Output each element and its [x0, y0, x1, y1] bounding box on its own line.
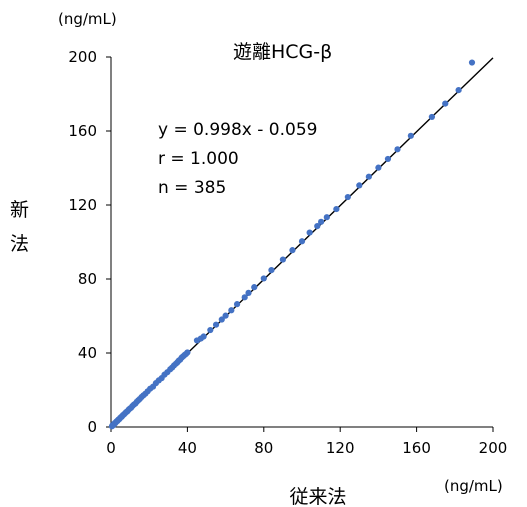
y-axis-unit: (ng/mL): [58, 10, 117, 28]
data-point: [268, 267, 275, 274]
data-point: [200, 333, 207, 340]
data-point: [228, 307, 235, 314]
data-point: [468, 59, 476, 66]
data-point: [323, 214, 330, 221]
x-tick-labels: 0 40 80 120 160 200: [106, 439, 507, 457]
data-point: [314, 222, 321, 230]
data-point: [207, 326, 214, 334]
data-point: [344, 193, 351, 201]
data-point: [455, 87, 462, 94]
data-point: [365, 173, 372, 180]
correlation-coefficient: r = 1.000: [158, 149, 239, 169]
x-tick-label: 120: [326, 439, 355, 457]
x-axis-label: 従来法: [289, 486, 346, 507]
x-tick-label: 80: [254, 439, 273, 457]
data-point: [212, 321, 220, 328]
data-point: [384, 155, 392, 163]
data-point: [279, 256, 286, 263]
y-tick-label: 200: [68, 48, 97, 66]
x-tick-label: 160: [402, 439, 431, 457]
data-point: [375, 164, 382, 171]
data-point: [218, 316, 225, 323]
data-point: [241, 294, 248, 301]
x-axis-unit: (ng/mL): [444, 477, 503, 495]
chart-title: 遊離HCG-β: [233, 41, 332, 63]
data-point: [184, 349, 191, 356]
data-point: [428, 113, 435, 121]
y-axis-label-char-2: 法: [10, 233, 29, 255]
data-point: [289, 247, 296, 254]
y-tick-label: 0: [87, 418, 97, 436]
data-point: [356, 182, 363, 189]
data-point: [260, 275, 267, 282]
data-points: [108, 59, 476, 430]
axes: [106, 56, 494, 432]
y-tick-label: 160: [68, 122, 97, 140]
y-axis-label-char-1: 新: [10, 199, 29, 221]
data-point: [306, 229, 313, 236]
data-point: [318, 218, 325, 225]
y-tick-labels: 0 40 80 120 160 200: [68, 48, 97, 436]
y-tick-label: 40: [78, 344, 97, 362]
data-point: [407, 132, 414, 139]
data-point: [394, 146, 401, 153]
data-point: [442, 100, 449, 107]
data-point: [245, 289, 252, 296]
data-point: [298, 238, 306, 245]
x-tick-label: 200: [479, 439, 508, 457]
regression-equation: y = 0.998x - 0.059: [158, 120, 317, 140]
data-point: [333, 205, 340, 213]
x-tick-label: 40: [178, 439, 197, 457]
x-tick-label: 0: [106, 439, 116, 457]
data-point: [222, 312, 229, 319]
y-tick-label: 120: [68, 196, 97, 214]
data-point: [251, 284, 258, 291]
data-point: [233, 301, 241, 308]
sample-size: n = 385: [158, 178, 226, 198]
y-tick-label: 80: [78, 270, 97, 288]
